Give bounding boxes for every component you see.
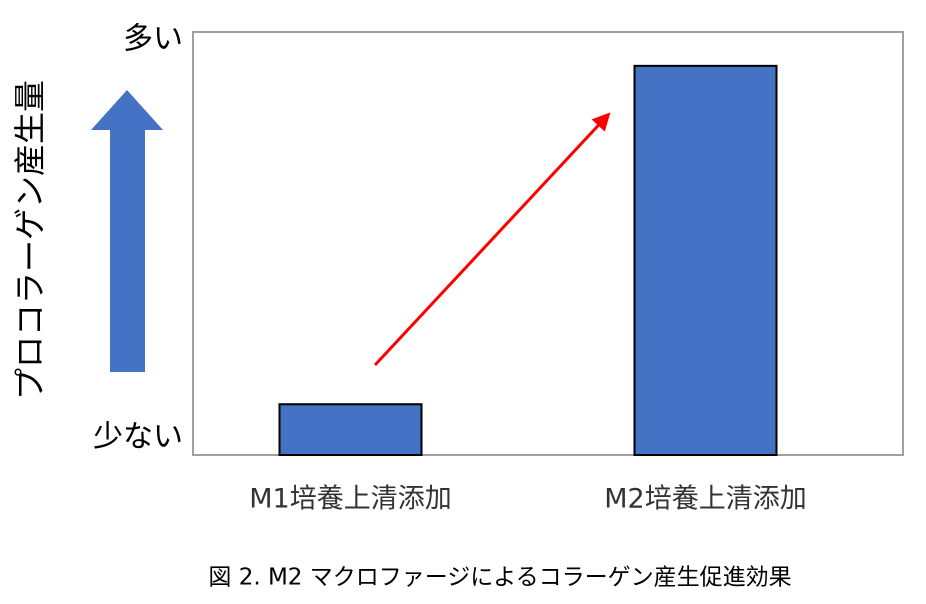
x-tick-label: M2培養上清添加	[604, 484, 806, 515]
y-axis-title: プロコラーゲン産生量	[11, 80, 49, 400]
up-arrow	[91, 90, 163, 372]
y-tick-label: 多い	[123, 22, 183, 57]
bar	[633, 64, 778, 456]
caption: 図 2. M2 マクロファージによるコラーゲン産生促進効果	[208, 565, 791, 591]
plot-frame	[192, 31, 904, 456]
trend-arrow	[373, 112, 611, 367]
x-tick-label: M1培養上清添加	[249, 484, 451, 515]
bar	[278, 403, 423, 456]
y-tick-label: 少ない	[93, 420, 183, 455]
